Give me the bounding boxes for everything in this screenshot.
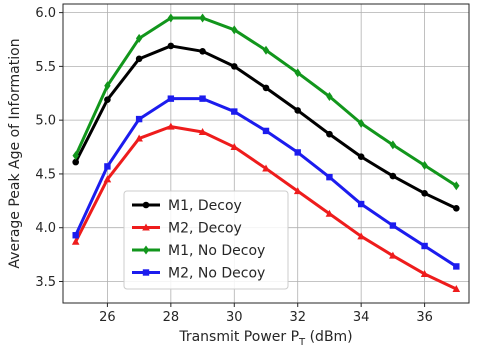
data-point — [389, 172, 397, 180]
data-point — [72, 232, 79, 239]
data-point — [231, 108, 238, 115]
data-point — [199, 95, 206, 102]
plot-frame — [62, 3, 470, 304]
data-point — [230, 63, 238, 70]
data-point — [452, 285, 461, 293]
data-point — [199, 48, 206, 55]
data-point — [104, 96, 111, 104]
y-tick-label: 3.5 — [35, 275, 56, 290]
x-axis-label-main: Transmit Power P — [178, 329, 299, 345]
data-point — [262, 45, 270, 55]
legend-box — [123, 190, 289, 290]
data-point — [199, 13, 206, 23]
data-point — [357, 232, 365, 240]
series-m1-no-decoy — [72, 13, 460, 191]
x-axis-label-subscript: T — [298, 337, 306, 348]
legend-swatch-marker — [142, 245, 150, 255]
series-m2-decoy — [71, 122, 461, 293]
data-point — [293, 187, 302, 195]
x-tick-label: 36 — [416, 310, 433, 325]
data-point — [357, 118, 365, 128]
ticks: 26 28 30 32 34 36 3.5 4.0 4.5 5.0 5.5 6.0 — [35, 6, 433, 325]
legend-label: M2, Decoy — [168, 221, 242, 237]
y-tick-label: 4.0 — [35, 221, 56, 236]
data-point — [389, 251, 397, 259]
x-tick-label: 30 — [226, 310, 243, 325]
data-point — [72, 158, 79, 166]
series-m1-decoy — [72, 42, 460, 212]
data-point — [294, 149, 301, 156]
data-point — [167, 122, 175, 130]
y-tick-label: 4.5 — [35, 167, 56, 182]
x-axis-label-unit: (dBm) — [305, 329, 353, 345]
data-point — [453, 205, 460, 212]
data-point — [167, 42, 175, 50]
data-point — [231, 25, 238, 35]
data-point — [71, 237, 80, 245]
data-point — [262, 127, 270, 135]
data-point — [326, 91, 333, 101]
data-point — [294, 107, 302, 114]
data-point — [198, 127, 207, 135]
legend-label: M1, No Decoy — [168, 243, 265, 259]
y-tick-label: 5.0 — [35, 114, 56, 129]
legend-label: M1, Decoy — [168, 198, 242, 214]
x-tick-label: 26 — [99, 310, 116, 325]
data-point — [357, 153, 365, 161]
data-point — [421, 242, 428, 250]
data-point — [135, 134, 143, 142]
data-point — [357, 200, 365, 208]
data-point — [262, 164, 270, 172]
x-tick-label: 32 — [289, 310, 306, 325]
y-tick-label: 6.0 — [35, 6, 56, 21]
data-point — [421, 189, 428, 197]
data-point — [135, 115, 143, 123]
data-point — [104, 163, 111, 170]
data-point — [104, 81, 111, 91]
legend-label: M2, No Decoy — [168, 266, 265, 282]
data-point — [326, 173, 333, 181]
x-tick-label: 34 — [353, 310, 370, 325]
data-point — [167, 13, 175, 23]
series-m2-no-decoy — [72, 95, 460, 270]
y-tick-label: 5.5 — [35, 60, 56, 75]
data-point — [72, 151, 79, 161]
data-point — [167, 95, 175, 102]
data-point — [103, 175, 112, 183]
x-axis-label: Transmit Power PT (dBm) — [178, 329, 352, 348]
series-layer — [71, 13, 461, 293]
legend-swatch-marker — [142, 223, 150, 231]
data-point — [135, 55, 143, 63]
data-point — [453, 263, 460, 270]
x-tick-label: 28 — [163, 310, 180, 325]
data-point — [262, 84, 270, 92]
series-line — [74, 16, 458, 188]
legend: M1, Decoy M2, Decoy M1, No Decoy M2, No Dec… — [123, 190, 289, 290]
legend-swatch-marker — [142, 269, 150, 276]
data-point — [389, 140, 397, 150]
data-point — [326, 130, 333, 138]
data-point — [389, 222, 397, 229]
data-point — [453, 181, 460, 191]
data-point — [230, 143, 239, 151]
data-point — [294, 68, 301, 78]
data-point — [421, 160, 428, 170]
data-point — [420, 269, 429, 277]
data-point — [135, 33, 143, 43]
y-axis-label: Average Peak Age of Information — [7, 38, 23, 268]
data-point — [325, 209, 334, 217]
legend-swatch-marker — [142, 201, 150, 209]
